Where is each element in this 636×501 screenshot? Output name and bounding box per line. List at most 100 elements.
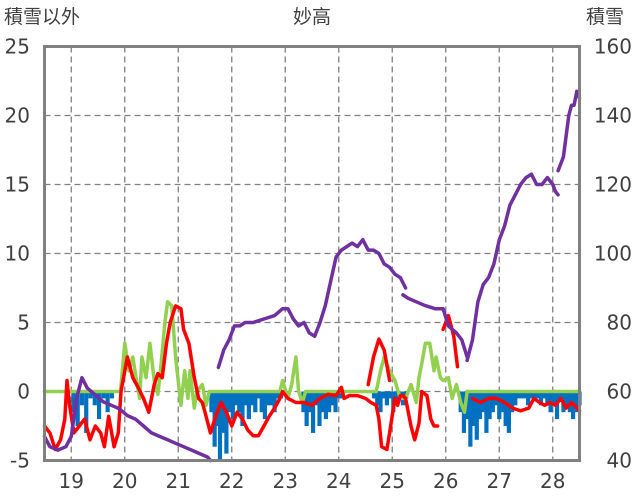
series-line bbox=[42, 304, 440, 452]
bar bbox=[240, 391, 245, 426]
y-right-tick-label: 140 bbox=[594, 104, 632, 128]
right-axis-label: 積雪 bbox=[586, 6, 624, 28]
bar bbox=[465, 391, 470, 420]
bar bbox=[384, 391, 389, 406]
bar bbox=[214, 391, 219, 426]
bar bbox=[92, 391, 97, 406]
bar bbox=[526, 391, 531, 406]
bar bbox=[88, 391, 93, 399]
bar bbox=[253, 391, 258, 413]
x-tick-label: 21 bbox=[166, 469, 191, 493]
y-right-tick-label: 60 bbox=[607, 380, 632, 404]
bar bbox=[227, 391, 232, 413]
bar bbox=[249, 391, 255, 406]
bar bbox=[513, 391, 518, 406]
x-tick-label: 23 bbox=[273, 469, 298, 493]
bar bbox=[516, 391, 521, 399]
bar bbox=[532, 391, 537, 399]
bar bbox=[307, 391, 312, 413]
bar bbox=[217, 391, 223, 461]
bar bbox=[574, 391, 579, 413]
bar bbox=[564, 391, 569, 406]
series-line bbox=[465, 172, 560, 363]
bar bbox=[275, 391, 280, 399]
bar bbox=[323, 391, 329, 420]
bar bbox=[314, 391, 319, 406]
bar bbox=[497, 391, 502, 420]
bar bbox=[272, 391, 277, 413]
bar bbox=[233, 391, 239, 406]
bar bbox=[388, 391, 393, 399]
bar bbox=[262, 391, 268, 420]
series-line bbox=[42, 375, 213, 463]
series-lines bbox=[42, 89, 582, 463]
bar bbox=[477, 391, 483, 420]
bar bbox=[237, 391, 242, 413]
y-left-tick-label: 15 bbox=[5, 173, 30, 197]
bar bbox=[320, 391, 325, 413]
tick-labels: -5 0 5 10 15 20 25 40 60 80 100 120 140 160 19 20 21 22 23… bbox=[5, 35, 632, 494]
bar bbox=[71, 391, 76, 413]
y-right-tick-label: 80 bbox=[607, 311, 632, 335]
series-line bbox=[403, 341, 469, 414]
bar bbox=[371, 391, 377, 399]
bar bbox=[535, 391, 540, 399]
y-left-tick-label: 10 bbox=[5, 242, 30, 266]
bar bbox=[506, 391, 511, 433]
bar bbox=[79, 391, 85, 406]
bar bbox=[243, 391, 248, 406]
bar bbox=[538, 391, 544, 406]
x-tick-label: 19 bbox=[59, 469, 84, 493]
y-right-tick-label: 160 bbox=[594, 35, 632, 59]
x-tick-label: 27 bbox=[487, 469, 512, 493]
chart-title: 妙高 bbox=[293, 6, 331, 28]
bar bbox=[474, 391, 479, 440]
series-line bbox=[278, 355, 308, 405]
bar bbox=[304, 391, 309, 426]
bar bbox=[503, 391, 508, 426]
bar bbox=[259, 391, 264, 413]
y-left-tick-label: 0 bbox=[17, 380, 30, 404]
series-line bbox=[216, 237, 408, 370]
y-left-tick-label: 5 bbox=[17, 311, 30, 335]
x-tick-label: 26 bbox=[433, 469, 458, 493]
bar bbox=[109, 391, 115, 399]
bar bbox=[551, 391, 556, 406]
plot-frame bbox=[43, 45, 581, 462]
bar bbox=[84, 391, 89, 433]
series-line bbox=[118, 300, 212, 410]
x-tick-label: 22 bbox=[219, 469, 244, 493]
bar bbox=[317, 391, 322, 426]
bar bbox=[509, 391, 515, 413]
bar bbox=[487, 391, 492, 420]
y-left-tick-label: -5 bbox=[10, 449, 30, 473]
x-tick-label: 20 bbox=[112, 469, 137, 493]
bar bbox=[96, 391, 102, 420]
bar bbox=[336, 391, 341, 399]
bar bbox=[545, 391, 550, 406]
y-left-tick-label: 20 bbox=[5, 104, 30, 128]
bar bbox=[375, 391, 380, 406]
bar bbox=[209, 391, 214, 413]
bar bbox=[542, 391, 547, 399]
left-axis-label: 積雪以外 bbox=[4, 6, 80, 28]
bar bbox=[468, 391, 473, 447]
bar bbox=[75, 391, 80, 426]
bar bbox=[484, 391, 489, 433]
bar bbox=[224, 391, 229, 454]
series-line bbox=[556, 89, 582, 173]
series-line bbox=[366, 337, 392, 387]
x-tick-label: 24 bbox=[326, 469, 351, 493]
bar bbox=[558, 391, 563, 399]
bar bbox=[230, 391, 235, 420]
bar bbox=[519, 391, 524, 399]
series-line bbox=[401, 293, 469, 359]
bar bbox=[490, 391, 495, 413]
bar bbox=[101, 391, 106, 399]
bar bbox=[269, 391, 274, 406]
y-right-tick-label: 120 bbox=[594, 173, 632, 197]
bar bbox=[378, 391, 383, 413]
y-right-tick-label: 40 bbox=[607, 449, 632, 473]
x-tick-label: 25 bbox=[380, 469, 405, 493]
